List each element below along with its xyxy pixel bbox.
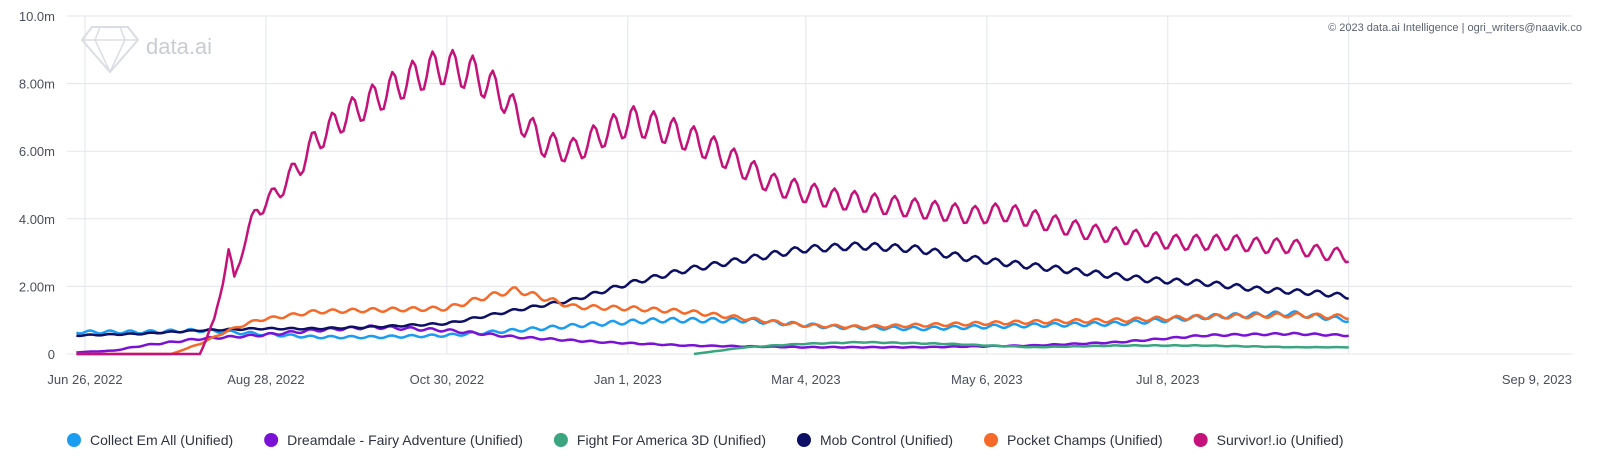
x-axis-ticks: Jun 26, 2022 Aug 28, 2022 Oct 30, 2022 Jan … xyxy=(47,372,1572,387)
y-tick-label: 8.00m xyxy=(19,77,55,92)
y-tick-label: 0 xyxy=(48,347,55,362)
legend-item[interactable]: Collect Em All (Unified) xyxy=(67,432,233,448)
legend-marker-icon xyxy=(553,433,568,447)
series-line xyxy=(693,340,1349,356)
legend-item[interactable]: Dreamdale - Fairy Adventure (Unified) xyxy=(264,432,523,448)
legend-label: Pocket Champs (Unified) xyxy=(1007,432,1163,448)
y-tick-label: 4.00m xyxy=(19,212,55,227)
series-line xyxy=(76,48,1349,356)
brand-watermark: data.ai xyxy=(146,34,212,59)
x-tick-label: Aug 28, 2022 xyxy=(227,372,304,387)
legend-marker-icon xyxy=(67,433,81,447)
series-line xyxy=(76,286,1349,356)
x-tick-label: Oct 30, 2022 xyxy=(410,372,484,387)
legend-item[interactable]: Fight For America 3D (Unified) xyxy=(553,432,766,448)
y-axis-ticks: 0 2.00m 4.00m 6.00m 8.00m 10.0m xyxy=(19,9,55,362)
legend: Collect Em All (Unified) Dreamdale - Fair… xyxy=(67,432,1344,448)
legend-marker-icon xyxy=(984,433,999,447)
x-tick-label: Jun 26, 2022 xyxy=(47,372,122,387)
y-tick-label: 2.00m xyxy=(19,279,55,294)
gridlines xyxy=(67,15,1572,355)
legend-marker-icon xyxy=(1193,433,1208,447)
series-lines xyxy=(76,48,1349,356)
legend-item[interactable]: Mob Control (Unified) xyxy=(796,432,953,448)
x-tick-label: Jul 8, 2023 xyxy=(1136,372,1200,387)
y-tick-label: 6.00m xyxy=(19,144,55,159)
x-tick-label: May 6, 2023 xyxy=(951,372,1023,387)
x-tick-label: Mar 4, 2023 xyxy=(771,372,840,387)
legend-label: Fight For America 3D (Unified) xyxy=(577,432,766,448)
legend-marker-icon xyxy=(796,433,811,447)
legend-label: Dreamdale - Fairy Adventure (Unified) xyxy=(287,432,523,448)
x-tick-label: Sep 9, 2023 xyxy=(1502,372,1572,387)
copyright-text: © 2023 data.ai Intelligence | ogri_write… xyxy=(1328,22,1582,34)
legend-label: Mob Control (Unified) xyxy=(820,432,953,448)
legend-label: Survivor!.io (Unified) xyxy=(1217,432,1344,448)
series-line xyxy=(76,241,1349,338)
series-line xyxy=(76,310,1349,340)
legend-label: Collect Em All (Unified) xyxy=(90,432,233,448)
x-tick-label: Jan 1, 2023 xyxy=(594,372,662,387)
data-ai-logo xyxy=(80,26,140,74)
legend-marker-icon xyxy=(264,433,279,447)
y-tick-label: 10.0m xyxy=(19,9,55,24)
legend-item[interactable]: Survivor!.io (Unified) xyxy=(1193,432,1344,448)
series-line xyxy=(76,324,1349,354)
legend-item[interactable]: Pocket Champs (Unified) xyxy=(984,432,1163,448)
